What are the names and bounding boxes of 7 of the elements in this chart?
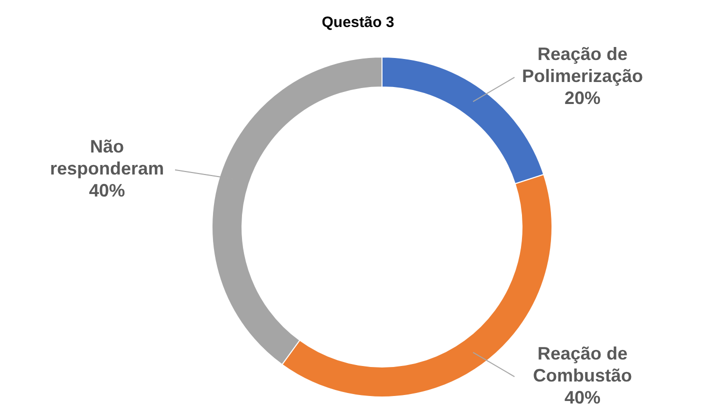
slice-label: Não responderam xyxy=(50,136,164,179)
data-label: 40% xyxy=(89,180,126,201)
data-label: 40% xyxy=(564,387,601,408)
slice-label: Reação de Polimerização xyxy=(522,44,644,86)
data-label: 20% xyxy=(564,88,601,108)
slice-label: Reação de Combustão xyxy=(532,343,632,386)
chart-title: Questão 3 xyxy=(320,14,396,31)
